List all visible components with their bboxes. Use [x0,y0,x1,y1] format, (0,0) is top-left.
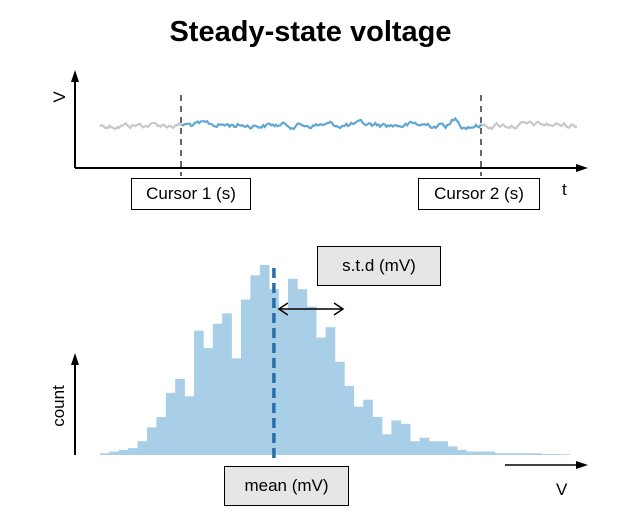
histogram-bar [212,323,223,455]
histogram-bar [175,379,185,455]
histogram-bar [344,385,355,455]
histogram-bar [259,265,270,455]
histogram-bar [419,437,430,455]
histogram-bar [560,454,571,455]
cursor-1-label: Cursor 1 (s) [131,178,251,210]
histogram-bar [250,275,261,455]
histogram-bar [447,446,458,455]
histogram-bar [400,423,411,455]
histogram-bar [541,453,552,455]
std-arrow-right-head [333,302,345,316]
histogram-bar [372,417,383,455]
histogram-bar [241,299,251,455]
histogram-bar [504,453,514,455]
histogram-bar [231,358,242,455]
trace-selected-window [181,116,482,131]
histogram-bar [306,306,317,455]
histogram-bar [532,453,543,455]
histogram-bar [109,451,120,455]
histogram-bar [429,441,439,455]
trace-y-axis-arrowhead [71,70,79,82]
trace-x-axis-arrowhead [576,164,588,172]
histogram-bar [551,453,561,455]
histogram-bar [466,451,477,455]
trace-ylabel: V [50,91,69,103]
histogram-bar [523,453,533,455]
histogram-bar [316,337,326,455]
cursor-2-label: Cursor 2 (s) [418,178,540,210]
trace-xlabel: t [562,180,567,199]
histogram-bar [363,399,373,455]
histogram-bar [100,453,110,455]
histogram-bar [118,449,129,455]
std-label: s.t.d (mV) [317,246,441,286]
histogram-bar [335,361,345,455]
histogram-bar [128,448,138,455]
histogram-bar [147,427,157,455]
histogram-bar [184,396,195,455]
figure-title: Steady-state voltage [169,16,452,48]
histogram-bar [457,449,467,455]
histogram-bar [278,309,289,455]
histogram-bar [297,289,308,455]
histogram-bar [194,330,204,455]
histogram-bar [476,451,486,455]
histogram-xlabel: V [556,480,568,499]
histogram-bar [203,347,214,455]
histogram-bar [410,441,420,455]
histogram-bar [353,406,364,455]
mean-label: mean (mV) [224,466,349,506]
histogram-bar [438,441,449,455]
histogram-bar [494,453,505,455]
histogram-bar [156,417,167,455]
histogram-ylabel: count [49,385,68,427]
histogram-bar [382,434,392,455]
histogram-x-axis-arrowhead [576,461,588,469]
histogram-bar [222,313,232,455]
histogram-bar [165,392,176,455]
histogram-bar [269,289,279,455]
std-arrow-left-head [277,302,289,316]
trace-after-cursor-2 [478,120,578,131]
histogram-bar [325,327,336,455]
trace-before-cursor-1 [99,121,182,130]
histogram-bar [513,453,524,455]
histogram-y-axis-arrowhead [71,353,79,365]
histogram-bar [288,278,298,455]
histogram-bar [137,441,148,455]
histogram-bar [391,420,402,455]
histogram-bar [485,451,496,455]
